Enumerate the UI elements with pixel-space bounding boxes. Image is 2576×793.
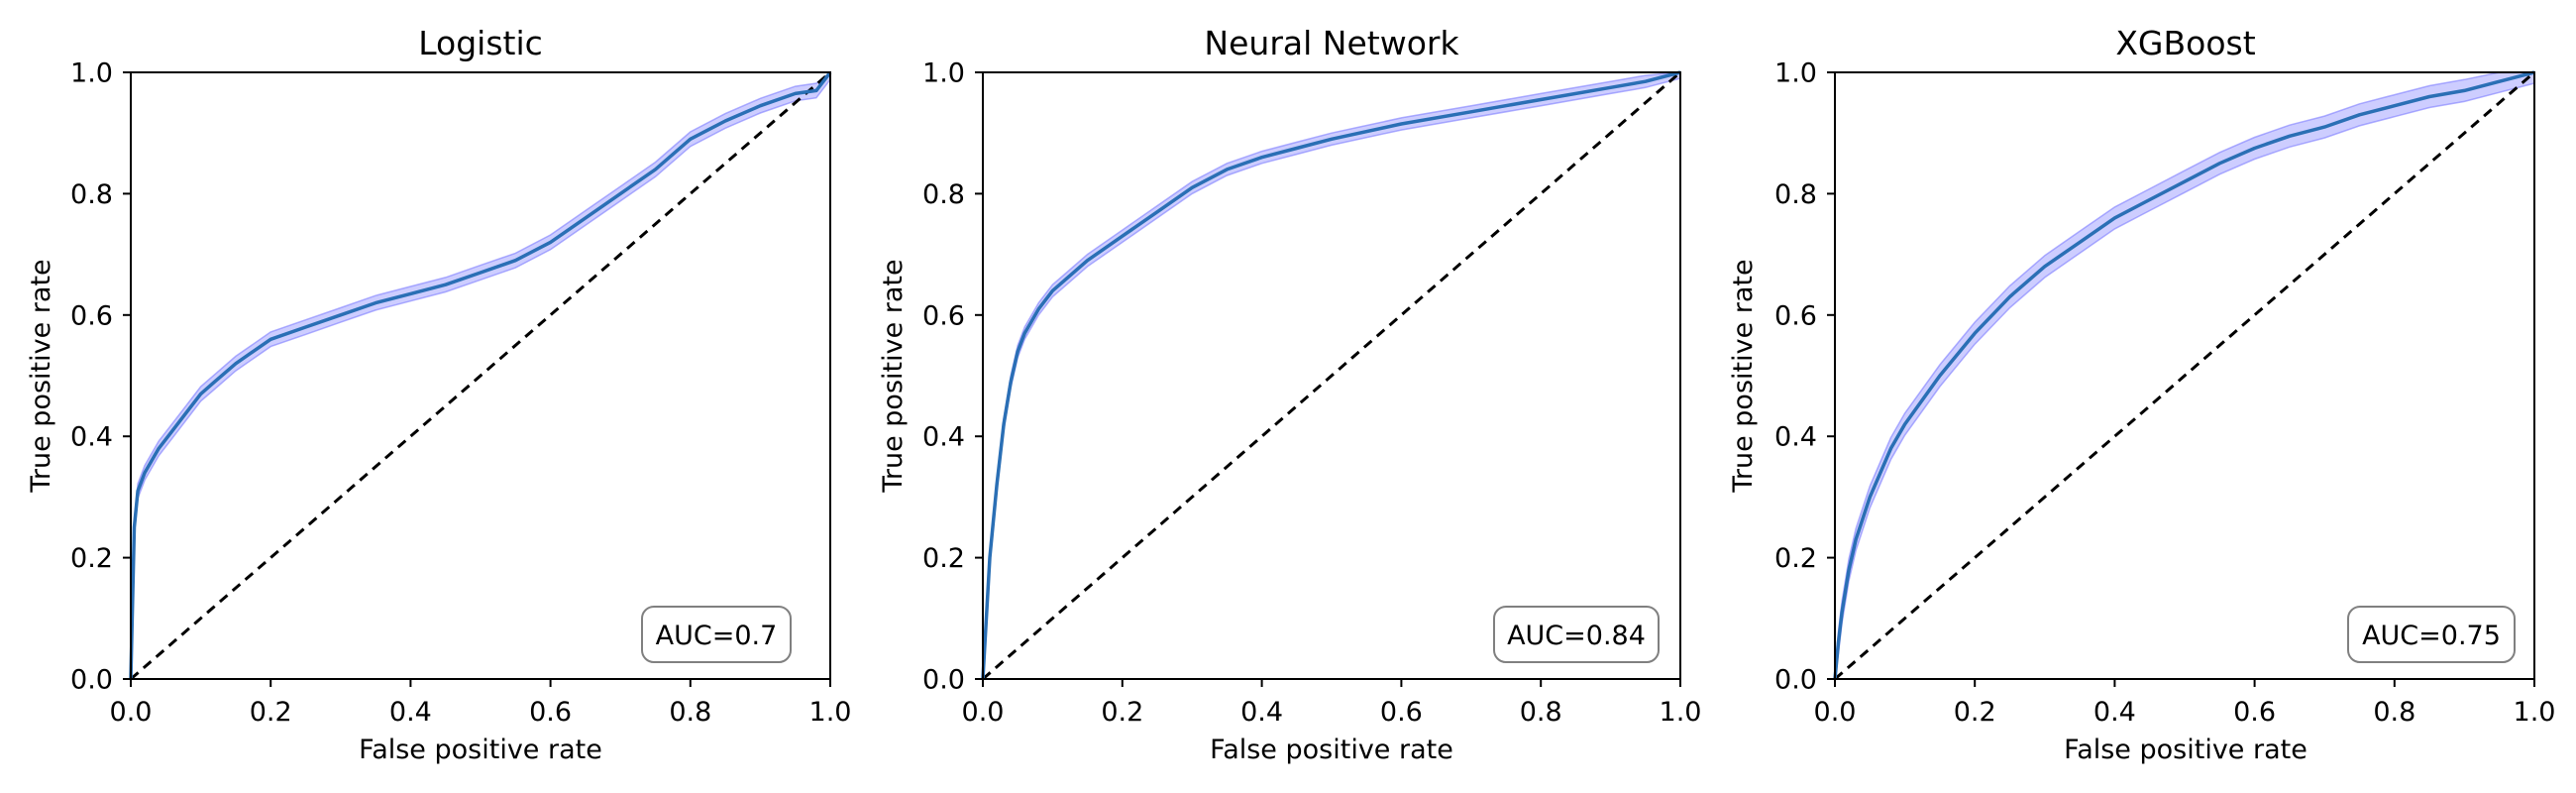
y-tick-label: 0.8 xyxy=(70,179,113,210)
chance-diagonal xyxy=(982,70,1681,681)
y-tick-label: 0.0 xyxy=(70,665,113,696)
plot-area xyxy=(129,70,832,681)
y-tick-label: 1.0 xyxy=(70,58,113,89)
y-tick-label: 0.4 xyxy=(70,422,113,453)
x-tick-label: 1.0 xyxy=(809,697,852,728)
chance-diagonal xyxy=(1834,70,2535,681)
auc-box xyxy=(641,606,792,663)
y-axis-label: True positive rate xyxy=(878,259,909,493)
x-axis-label: False positive rate xyxy=(1210,735,1453,765)
tick-group xyxy=(975,71,1681,687)
y-tick-label: 1.0 xyxy=(1774,58,1817,89)
y-tick-label: 0.8 xyxy=(1774,179,1817,210)
y-tick-label: 0.8 xyxy=(922,179,965,210)
x-tick-label: 0.4 xyxy=(2093,697,2136,728)
y-tick-label: 0.0 xyxy=(1774,665,1817,696)
y-tick-label: 0.6 xyxy=(1774,300,1817,331)
roc-panel-xgboost: XGBoost 0.0 0.2 0.4 0.6 0.8 1.0 0.0 0.2 … xyxy=(1728,24,2555,765)
roc-panel-logistic: Logistic 0.0 0.2 0.4 0.6 0.8 1.0 0.0 0.2… xyxy=(26,24,851,765)
chart-title: XGBoost xyxy=(2115,24,2255,62)
x-axis-label: False positive rate xyxy=(2064,735,2308,765)
x-tick-label: 0.2 xyxy=(1954,697,1996,728)
y-tick-label: 0.2 xyxy=(70,543,113,574)
y-tick-label: 0.2 xyxy=(922,543,965,574)
roc-panel-neural-network: Neural Network 0.0 0.2 0.4 0.6 0.8 1.0 0… xyxy=(878,24,1701,765)
x-tick-label: 0.4 xyxy=(1240,697,1283,728)
x-tick-label: 0.4 xyxy=(389,697,432,728)
x-tick-label: 0.6 xyxy=(2233,697,2276,728)
roc-curve-line xyxy=(1833,70,2535,680)
x-tick-label: 0.2 xyxy=(1101,697,1143,728)
x-tick-label: 1.0 xyxy=(2514,697,2556,728)
x-tick-label: 0.8 xyxy=(2373,697,2415,728)
plot-frame xyxy=(982,71,1681,680)
chart-title: Neural Network xyxy=(1204,24,1459,62)
roc-curve-line xyxy=(129,70,832,680)
auc-box xyxy=(1493,606,1660,663)
roc-curve-line xyxy=(981,70,1681,680)
x-tick-label: 0.0 xyxy=(110,697,153,728)
x-tick-label: 0.8 xyxy=(669,697,711,728)
y-tick-label: 0.6 xyxy=(70,300,113,331)
plot-frame xyxy=(130,71,831,680)
tick-group xyxy=(123,71,831,687)
chart-title: Logistic xyxy=(418,24,543,62)
chance-diagonal xyxy=(130,70,831,681)
y-axis-label: True positive rate xyxy=(1728,259,1759,493)
auc-annotation: AUC=0.84 xyxy=(1507,621,1646,651)
x-tick-label: 0.6 xyxy=(1380,697,1423,728)
y-axis-label: True positive rate xyxy=(26,259,56,493)
auc-annotation: AUC=0.75 xyxy=(2362,621,2501,651)
y-tick-label: 0.2 xyxy=(1774,543,1817,574)
x-tick-label: 0.0 xyxy=(962,697,1005,728)
x-tick-label: 1.0 xyxy=(1660,697,1702,728)
auc-box xyxy=(2347,606,2516,663)
y-tick-label: 1.0 xyxy=(922,58,965,89)
x-tick-label: 0.8 xyxy=(1520,697,1562,728)
plot-frame xyxy=(1834,71,2535,680)
auc-annotation: AUC=0.7 xyxy=(656,621,778,651)
y-tick-label: 0.4 xyxy=(1774,422,1817,453)
x-tick-label: 0.0 xyxy=(1814,697,1857,728)
x-tick-label: 0.2 xyxy=(250,697,292,728)
y-tick-label: 0.6 xyxy=(922,300,965,331)
y-tick-label: 0.0 xyxy=(922,665,965,696)
plot-area xyxy=(1833,70,2535,681)
x-axis-label: False positive rate xyxy=(359,735,602,765)
plot-area xyxy=(981,70,1681,681)
x-tick-label: 0.6 xyxy=(529,697,572,728)
tick-group xyxy=(1827,71,2535,687)
y-tick-label: 0.4 xyxy=(922,422,965,453)
